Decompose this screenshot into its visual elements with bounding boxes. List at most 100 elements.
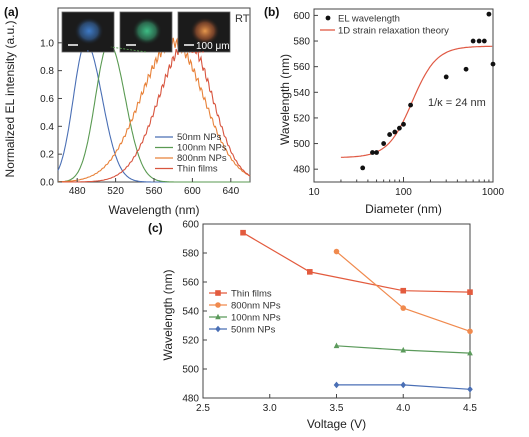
panel-b-y-tick-label: 540: [293, 88, 310, 99]
panel-a-legend-label: 50nm NPs: [177, 132, 222, 143]
panel-c-legend-marker: [215, 325, 221, 333]
panel-c-data-point: [467, 349, 473, 356]
panel-a-y-tick-label: 0.6: [40, 94, 54, 105]
panel-a-inset-glow: [74, 17, 104, 45]
panel-a-y-tick-label: 0.4: [40, 122, 54, 133]
panel-b-data-point: [401, 121, 406, 127]
panel-b-x-tick-label: 100: [395, 187, 412, 198]
panel-a-peak-arrow: [189, 51, 205, 53]
panel-b-data-point: [470, 38, 476, 44]
panel-b-data-point: [481, 38, 487, 44]
panel-b-legend-marker: [325, 15, 331, 21]
panel-c-voltage: (c) 2.5 3.0 3.5 4.0 4.5 480 500 520 540 560 580 600…: [148, 220, 477, 432]
panel-a-y-tick-label: 0.0: [40, 178, 54, 189]
panel-c-data-point: [400, 287, 407, 294]
panel-c-y-tick-label: 600: [182, 220, 199, 231]
panel-a-inset-glow: [132, 17, 162, 45]
panel-b-data-point: [397, 125, 402, 131]
panel-c-x-tick-label: 4.0: [396, 403, 410, 414]
panel-a-x-tick-label: 600: [184, 186, 201, 197]
panel-b-y-axis-label: Wavelength (nm): [278, 54, 292, 145]
panel-a-y-tick-label: 0.2: [40, 150, 54, 161]
panel-b-y-tick-label: 600: [293, 11, 310, 22]
panel-b-kappa-annotation: 1/κ = 24 nm: [428, 97, 486, 109]
panel-c-y-tick-label: 560: [182, 278, 199, 289]
panel-c-legend-marker: [215, 313, 221, 320]
panel-c-data-point: [467, 328, 473, 335]
panel-b-data-point: [387, 132, 393, 137]
panel-c-label: (c): [148, 221, 163, 235]
panel-c-legend-label: 50nm NPs: [231, 325, 276, 336]
panel-c-legend-marker: [215, 302, 221, 308]
panel-a-series-800nm-nps: [58, 37, 251, 183]
panel-c-y-tick-label: 580: [182, 249, 199, 260]
panel-c-legend-marker: [215, 290, 221, 296]
panel-c-y-axis-label: Wavelength (nm): [161, 270, 175, 361]
panel-b-theory-curve: [340, 45, 493, 158]
panel-b-data-point: [408, 102, 413, 108]
panel-c-y-tick-label: 540: [182, 307, 199, 318]
panel-b-legend-label: EL wavelength: [338, 14, 400, 25]
panel-b-y-tick-label: 500: [293, 139, 310, 150]
panel-c-y-tick-label: 480: [182, 394, 199, 405]
panel-a-y-axis-label: Normalized EL intensity (a.u.): [3, 21, 17, 178]
panel-a-legend-label: 100nm NPs: [177, 143, 227, 154]
panel-a-x-tick-label: 560: [146, 186, 163, 197]
panel-a-x-tick-label: 480: [69, 186, 86, 197]
panel-c-data-point: [333, 342, 340, 349]
panel-c-data-point: [400, 381, 407, 389]
panel-a-x-axis-label: Wavelength (nm): [109, 203, 200, 217]
panel-c-series-line-thin-films: [242, 232, 471, 293]
panel-b-x-tick-label: 1000: [482, 187, 505, 198]
panel-b-y-tick-label: 560: [293, 62, 310, 73]
panel-a-rt-label: RT: [235, 13, 250, 25]
panel-b-data-point: [476, 38, 482, 44]
panel-c-data-point: [240, 229, 246, 236]
panel-c-legend-label: Thin films: [231, 289, 272, 300]
panel-c-legend-label: 800nm NPs: [231, 301, 281, 312]
panel-c-data-point: [467, 386, 473, 393]
panel-a-scale-bar-label: 100 μm: [196, 41, 230, 52]
panel-b-x-tick-label: 10: [308, 187, 320, 198]
panel-b-data-point: [374, 150, 379, 155]
panel-b-data-point: [443, 74, 449, 80]
panel-b-diameter: (b) 10 100 1000 480 500 520 540 560 580 600 1/κ =…: [264, 5, 505, 216]
panel-a-label: (a): [4, 5, 19, 19]
panel-c-y-tick-label: 520: [182, 336, 199, 347]
panel-c-y-tick-label: 500: [182, 365, 199, 376]
panel-a-x-tick-label: 640: [222, 186, 239, 197]
panel-c-data-point: [400, 346, 407, 353]
panel-c-x-tick-label: 2.5: [196, 403, 210, 414]
panel-c-x-tick-label: 3.5: [330, 403, 344, 414]
panel-b-data-point: [463, 66, 469, 72]
panel-b-data-point: [486, 11, 492, 17]
panel-b-data-point: [490, 61, 496, 67]
panel-c-data-point: [400, 305, 407, 311]
panel-c-data-point: [307, 269, 313, 275]
panel-c-x-tick-label: 4.5: [463, 403, 477, 414]
panel-c-x-axis-label: Voltage (V): [307, 417, 366, 431]
panel-a-legend-label: 800nm NPs: [177, 153, 227, 164]
panel-b-data-point: [381, 141, 387, 146]
panel-a-y-tick-label: 1.0: [40, 38, 54, 49]
panel-b-y-tick-label: 520: [293, 113, 310, 124]
panel-a-peak-arrow: [110, 46, 147, 53]
panel-a-spectra: (a) 480 520 560 600 640 0.0 0.2 0.4 0.6 0.8 1.0 10…: [3, 5, 251, 217]
panel-a-legend-label: Thin films: [177, 164, 218, 175]
panel-a-series-thin-films: [58, 38, 251, 183]
panel-b-x-axis-label: Diameter (nm): [365, 202, 442, 216]
panel-b-data-point: [392, 129, 398, 135]
panel-c-data-point: [333, 248, 340, 255]
panel-a-y-tick-label: 0.8: [40, 66, 54, 77]
panel-b-data-point: [360, 165, 366, 171]
panel-a-x-tick-label: 520: [107, 186, 124, 197]
panel-b-legend-label: 1D strain relaxation theory: [338, 26, 449, 37]
panel-b-y-tick-label: 480: [293, 165, 310, 176]
panel-b-label: (b): [264, 5, 279, 19]
panel-b-data-point: [370, 150, 375, 155]
panel-c-data-point: [333, 381, 340, 389]
